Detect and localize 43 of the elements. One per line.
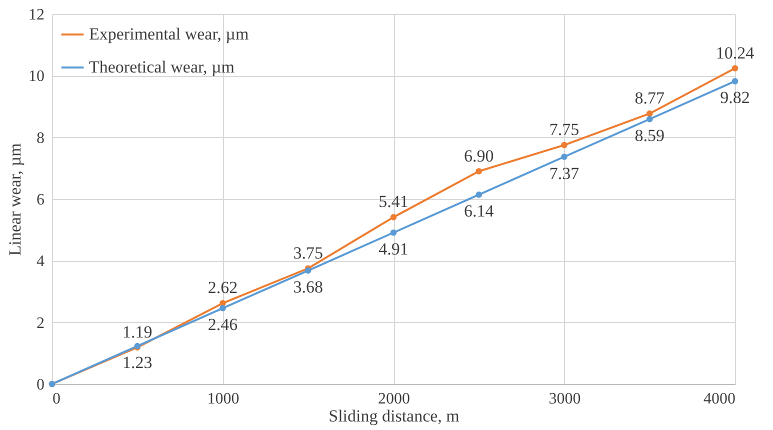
x-tick-label: 0 (52, 390, 60, 408)
data-label: 6.90 (464, 146, 494, 166)
point (561, 142, 568, 148)
point (390, 229, 397, 236)
point (220, 304, 226, 312)
data-label: 5.41 (378, 192, 408, 212)
point (646, 110, 653, 117)
data-label: 10.24 (716, 43, 755, 62)
legend-label: Theoretical wear, µm (89, 58, 235, 76)
x-tick-label: 2000 (378, 390, 410, 408)
point (646, 116, 653, 122)
x-tick-label: 1000 (207, 390, 240, 408)
y-tick-label: 2 (36, 314, 44, 332)
data-label: 1.23 (122, 353, 152, 372)
x-tick-label: 3000 (548, 390, 581, 408)
y-axis-title: Linear wear, µm (6, 143, 24, 256)
data-label: 8.59 (634, 126, 664, 146)
y-tick-label: 10 (28, 68, 44, 86)
y-tick-label: 6 (36, 192, 44, 208)
data-label: 7.37 (549, 164, 580, 183)
legend-label: Experimental wear, µm (89, 24, 249, 44)
y-tick-label: 4 (36, 253, 44, 270)
point (390, 214, 397, 220)
data-label: 3.68 (293, 278, 323, 297)
data-label: 1.19 (122, 322, 152, 342)
y-tick-label: 12 (28, 6, 44, 24)
x-tick-label: 4000 (704, 390, 736, 408)
data-label: 8.77 (634, 88, 665, 108)
data-label: 2.46 (208, 315, 238, 334)
data-label: 3.75 (293, 243, 323, 262)
data-label: 9.82 (720, 88, 750, 108)
y-tick-label: 8 (36, 130, 44, 147)
data-label: 6.14 (464, 202, 494, 221)
y-tick-label: 0 (36, 376, 44, 394)
point (732, 65, 738, 72)
point (732, 78, 738, 84)
data-label: 7.75 (549, 120, 580, 140)
point (561, 154, 568, 160)
data-label: 4.91 (378, 240, 408, 259)
data-label: 2.62 (208, 278, 238, 298)
point (476, 168, 482, 174)
x-axis-title: Sliding distance, m (328, 406, 460, 426)
point (476, 192, 482, 198)
